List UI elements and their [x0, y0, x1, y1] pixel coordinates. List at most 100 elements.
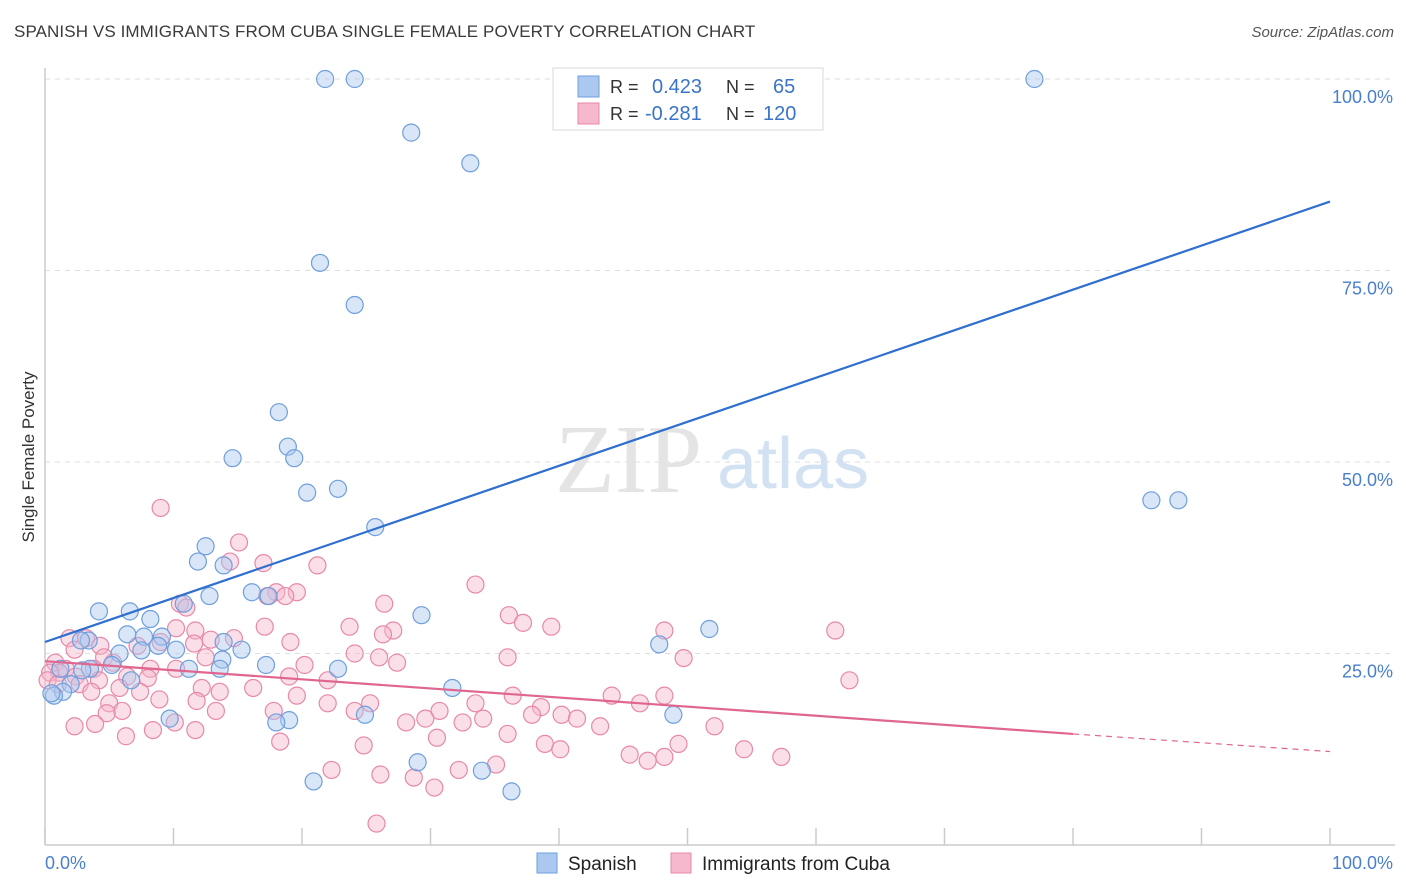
spanish-point: [214, 632, 233, 652]
spanish-point: [134, 627, 154, 646]
cuba-point: [416, 709, 435, 728]
cuba-point: [143, 720, 163, 740]
legend-cuba-swatch: [670, 852, 692, 874]
spanish-point: [304, 772, 323, 791]
source-label: Source: ZipAtlas.com: [1251, 24, 1394, 41]
cuba-point: [542, 617, 561, 636]
spanish-point: [285, 449, 304, 468]
y-tick-label: 75.0%: [1342, 279, 1393, 299]
cuba-point: [498, 648, 517, 667]
cuba-point: [166, 619, 186, 638]
spanish-point: [179, 659, 199, 678]
cuba-point: [308, 556, 327, 575]
cuba-point: [287, 686, 306, 705]
cuba-point: [186, 720, 205, 740]
cuba-point: [449, 760, 468, 780]
spanish-point: [402, 123, 421, 142]
cuba-point: [840, 671, 859, 690]
cuba-point: [367, 814, 386, 833]
legend-n-label: N =: [726, 104, 755, 124]
series-legend: Spanish Immigrants from Cuba: [536, 852, 890, 875]
spanish-point: [132, 641, 151, 660]
chart-title: SPANISH VS IMMIGRANTS FROM CUBA SINGLE F…: [14, 22, 756, 41]
cuba-point: [116, 727, 136, 746]
spanish-point: [328, 479, 348, 498]
cuba-trendline: [44, 660, 1074, 736]
spanish-points: [42, 69, 1188, 801]
spanish-point: [700, 619, 719, 639]
spanish-point: [196, 537, 215, 556]
legend-spanish-swatch: [577, 75, 600, 98]
cuba-point: [82, 682, 101, 701]
cuba-point: [210, 682, 229, 701]
legend-cuba-n: 120: [763, 103, 796, 125]
cuba-point: [318, 694, 337, 713]
legend-spanish-n: 65: [773, 76, 795, 98]
cuba-point: [86, 714, 105, 734]
cuba-point: [196, 648, 215, 667]
cuba-point: [280, 667, 299, 686]
cuba-point: [535, 734, 554, 753]
spanish-point: [148, 636, 168, 655]
legend-spanish-swatch: [536, 852, 558, 874]
cuba-point: [65, 640, 84, 659]
spanish-point: [214, 556, 233, 575]
x-tick-label: 0.0%: [45, 853, 86, 873]
spanish-point: [650, 635, 669, 654]
gridlines: [45, 78, 1395, 654]
y-tick-label: 50.0%: [1342, 470, 1393, 490]
correlation-legend: R = 0.423 N = 65 R = -0.281 N = 120: [552, 67, 824, 131]
cuba-trendline-extension: [1072, 733, 1331, 753]
tick-labels: 25.0% 50.0% 75.0% 100.0% 0.0% 100.0%: [45, 87, 1393, 873]
spanish-point: [355, 705, 375, 724]
cuba-point: [826, 621, 845, 640]
cuba-point: [655, 686, 674, 705]
spanish-point: [152, 627, 172, 646]
spanish-point: [461, 154, 480, 173]
spanish-point: [89, 602, 109, 621]
cuba-point: [427, 728, 447, 747]
spanish-point: [259, 586, 278, 606]
legend-n-label: N =: [726, 77, 755, 97]
spanish-point: [160, 709, 179, 728]
spanish-point: [316, 69, 335, 89]
cuba-point: [466, 575, 485, 594]
spanish-point: [345, 69, 364, 89]
cuba-point: [370, 648, 389, 667]
spanish-point: [79, 631, 98, 650]
cuba-point: [513, 613, 533, 632]
cuba-point: [91, 636, 110, 655]
spanish-point: [174, 594, 193, 613]
spanish-point: [223, 449, 242, 468]
spanish-point: [71, 631, 91, 650]
watermark: ZIP atlas: [555, 406, 869, 514]
cuba-point: [591, 717, 610, 736]
cuba-point: [345, 644, 364, 663]
cuba-point: [112, 701, 132, 721]
spanish-point: [412, 606, 431, 625]
cuba-point: [186, 621, 205, 640]
cuba-point: [206, 701, 226, 721]
spanish-point: [1169, 491, 1188, 510]
cuba-point: [322, 760, 341, 780]
cuba-point: [354, 736, 373, 755]
spanish-point: [53, 682, 73, 701]
spanish-point: [141, 609, 160, 629]
cuba-point: [430, 701, 449, 721]
y-axis-label: Single Female Poverty: [19, 371, 38, 543]
y-tick-label: 25.0%: [1342, 662, 1393, 682]
legend-cuba-swatch: [577, 102, 600, 125]
spanish-point: [51, 659, 70, 678]
cuba-point: [655, 747, 674, 767]
spanish-point: [1025, 69, 1044, 89]
cuba-point: [453, 713, 472, 732]
trendlines: [44, 200, 1331, 753]
spanish-point: [42, 684, 61, 703]
watermark-zip: ZIP: [555, 406, 702, 514]
cuba-point: [255, 617, 274, 636]
cuba-point: [65, 717, 84, 736]
cuba-point: [620, 745, 639, 764]
x-tick-label: 100.0%: [1332, 853, 1393, 873]
spanish-point: [502, 782, 521, 801]
spanish-point: [256, 655, 276, 675]
